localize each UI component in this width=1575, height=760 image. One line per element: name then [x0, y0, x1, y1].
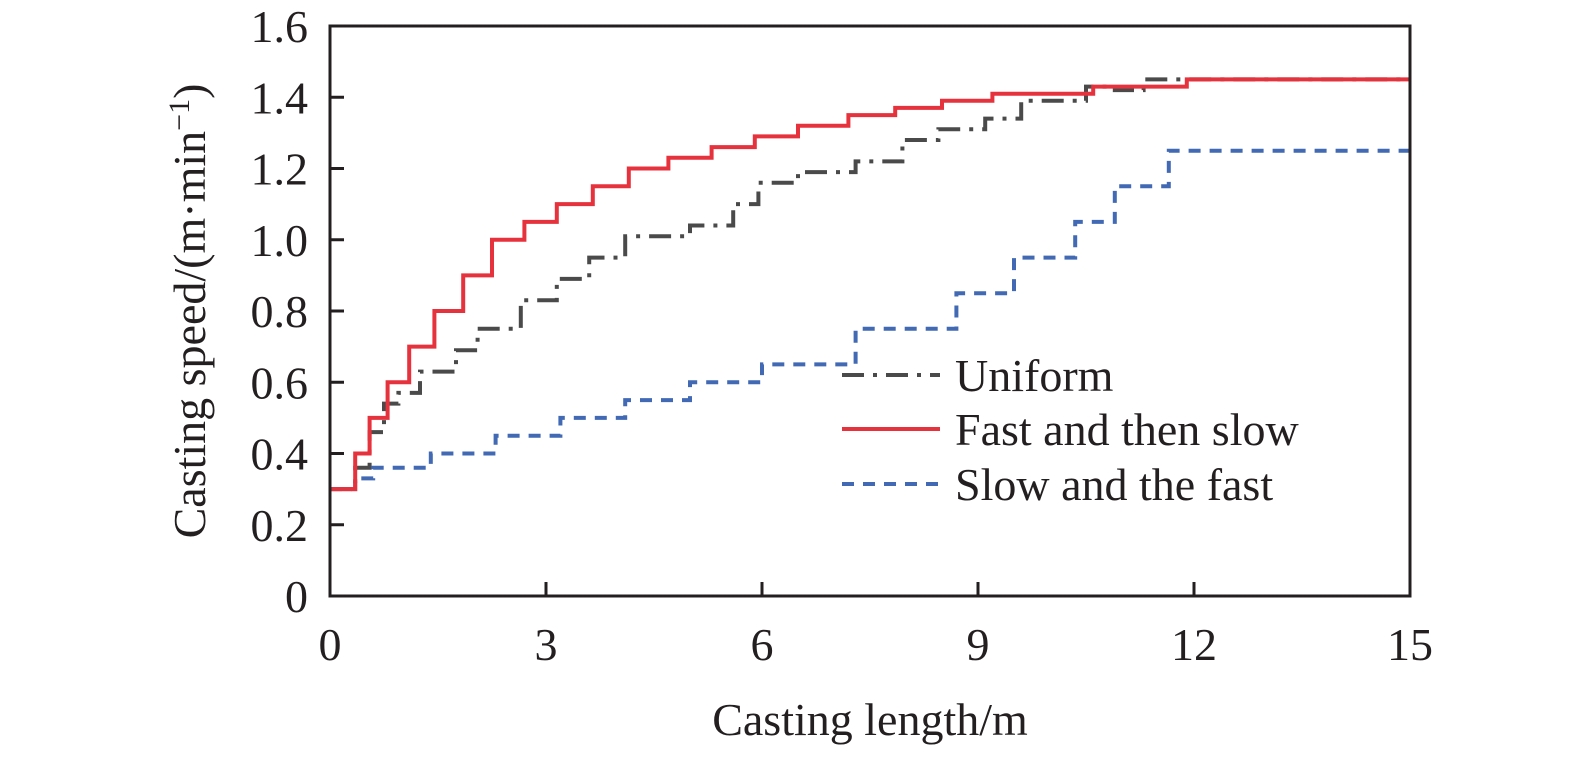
y-tick-label: 0 [285, 571, 308, 622]
series-line-3 [330, 148, 1410, 492]
legend-label-2: Fast and then slow [955, 404, 1299, 455]
x-axis-title: Casting length/m [712, 694, 1028, 745]
y-tick-label: 0.8 [251, 286, 309, 337]
x-tick-label: 15 [1387, 619, 1433, 670]
y-axis-title-superscript: −1 [163, 99, 196, 131]
x-tick-label: 12 [1171, 619, 1217, 670]
y-tick-label: 1.2 [251, 144, 309, 195]
legend-label-3: Slow and the fast [955, 459, 1273, 510]
x-tick-label: 3 [535, 619, 558, 670]
plot-lines [330, 77, 1410, 492]
series-line-1 [330, 77, 1410, 492]
y-tick-label: 0.6 [251, 357, 309, 408]
y-axis-ticks: 0 0.2 0.4 0.6 0.8 1.0 1.2 1.4 1.6 [251, 1, 344, 622]
y-axis-title: Casting speed/(m·min−1) [163, 84, 215, 539]
legend-label-1: Uniform [955, 350, 1114, 401]
y-axis-title-close: ) [164, 84, 215, 99]
y-tick-label: 1.6 [251, 1, 309, 52]
y-tick-label: 1.4 [251, 72, 309, 123]
y-axis-title-main: Casting speed/(m·min [164, 131, 215, 539]
y-tick-label: 0.2 [251, 500, 309, 551]
plot-frame [328, 24, 1412, 598]
x-tick-label: 6 [751, 619, 774, 670]
series-line-2 [330, 77, 1410, 492]
x-axis-ticks: 0 3 6 9 12 15 [319, 582, 1433, 670]
y-tick-label: 0.4 [251, 429, 309, 480]
x-tick-label: 9 [967, 619, 990, 670]
x-tick-label: 0 [319, 619, 342, 670]
y-tick-label: 1.0 [251, 215, 309, 266]
